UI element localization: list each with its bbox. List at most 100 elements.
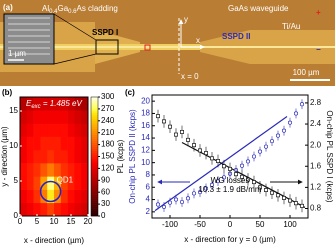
colorbar-tick-label: 90	[101, 175, 110, 184]
heat-cell	[20, 176, 28, 190]
heat-cell	[20, 149, 28, 164]
data-point	[228, 166, 232, 171]
colorbar-step	[91, 146, 98, 149]
heat-cell	[60, 202, 68, 217]
heat-cell	[47, 202, 55, 217]
text-part: 0.6	[68, 9, 77, 15]
y-tick-label: 4	[146, 195, 151, 204]
heat-cell	[60, 189, 68, 204]
colorbar-step	[91, 134, 98, 137]
heat-cell	[26, 136, 34, 151]
data-point	[263, 144, 269, 149]
colorbar-step	[91, 198, 98, 201]
heat-cell	[26, 110, 34, 124]
heat-cell	[47, 176, 55, 190]
x-axis-title: x - direction (µm)	[24, 236, 85, 245]
data-point	[275, 133, 281, 138]
heat-cell	[40, 97, 48, 111]
heat-cell	[33, 163, 41, 177]
colorbar-step	[91, 156, 98, 159]
y-tick-label: 0	[14, 211, 19, 220]
y-tick-label: 12	[141, 145, 150, 154]
colorbar-step	[91, 126, 98, 130]
heat-cell	[74, 163, 82, 177]
x-tick-label: 20	[84, 217, 93, 226]
data-point	[155, 202, 161, 207]
heat-cell	[81, 176, 89, 190]
heat-cell	[54, 176, 62, 190]
colorbar-step	[91, 152, 98, 155]
y-tick-label: 5	[14, 176, 19, 185]
text-part: = 1.485 eV	[41, 99, 83, 108]
heat-cell	[33, 176, 41, 190]
data-point	[264, 188, 268, 192]
colorbar-tick-label: 60	[101, 187, 110, 196]
colorbar-step	[91, 122, 98, 126]
data-point	[276, 193, 280, 198]
data-point	[288, 198, 292, 203]
text-part: Al	[42, 4, 49, 13]
data-point	[180, 130, 184, 134]
heat-cell	[47, 149, 55, 164]
data-point	[167, 200, 173, 205]
colorbar-step	[91, 132, 98, 135]
heat-cell	[81, 163, 89, 177]
data-point	[251, 154, 257, 159]
heat-cell	[40, 136, 48, 151]
colorbar-step	[91, 106, 98, 110]
colorbar-step	[91, 97, 98, 100]
colorbar-step	[91, 208, 98, 211]
heat-cell	[54, 202, 62, 217]
colorbar-step	[91, 142, 98, 145]
colorbar-tick-label: 150	[101, 152, 115, 161]
y2-tick-label: 0.8	[310, 204, 322, 213]
data-point	[245, 159, 251, 164]
heat-cell	[60, 97, 68, 111]
colorbar-step	[91, 120, 98, 124]
colorbar-tick-label: 300	[101, 92, 115, 101]
heat-cell	[81, 136, 89, 151]
colorbar-step	[91, 180, 98, 183]
heat-cell	[74, 97, 82, 111]
panel-b: 0 5 10 15 20 0 5 10 15 x - direction (µm) y - dire…	[0, 88, 125, 245]
colorbar-step	[91, 150, 98, 153]
heat-cell	[81, 189, 89, 204]
colorbar-tick-label: 270	[101, 104, 115, 113]
colorbar-step	[91, 138, 98, 141]
data-point	[294, 201, 298, 206]
colorbar-step	[91, 148, 98, 151]
plus: +	[316, 8, 321, 17]
y-axis-title: y - direction (µm)	[0, 126, 9, 187]
colorbar-tick-label: 240	[101, 116, 115, 125]
colorbar-step	[91, 116, 98, 120]
data-point	[270, 190, 274, 195]
colorbar-step	[91, 114, 98, 118]
heat-cell	[47, 136, 55, 151]
heat-cell	[74, 176, 82, 190]
x-tick-label: 100	[283, 220, 297, 229]
y-tick-label: 16	[141, 121, 150, 130]
colorbar-step	[91, 214, 98, 217]
x-tick-label: 10	[50, 217, 59, 226]
x-tick-label: -100	[162, 220, 179, 229]
colorbar-step	[91, 118, 98, 122]
heat-cell	[33, 189, 41, 204]
data-point	[191, 191, 197, 196]
panel-label: (a)	[3, 3, 13, 12]
data-point	[287, 120, 293, 125]
data-point	[161, 204, 167, 209]
data-point	[258, 185, 262, 190]
data-point	[179, 199, 185, 205]
y2-tick-label: 1.2	[310, 182, 322, 191]
colorbar-step	[91, 182, 98, 185]
heat-cell	[81, 123, 89, 137]
heat-cell	[54, 110, 62, 124]
y-tick-label: 14	[141, 133, 150, 142]
heat-cell	[67, 149, 75, 164]
data-point	[240, 174, 244, 179]
heat-cell	[47, 123, 55, 137]
micrograph: 1 µm (a) Al0.4Ga0.6As cladding GaAs wave…	[0, 0, 335, 86]
y-tick-label: 20	[141, 96, 150, 105]
data-point	[293, 111, 299, 116]
data-point	[162, 119, 166, 124]
